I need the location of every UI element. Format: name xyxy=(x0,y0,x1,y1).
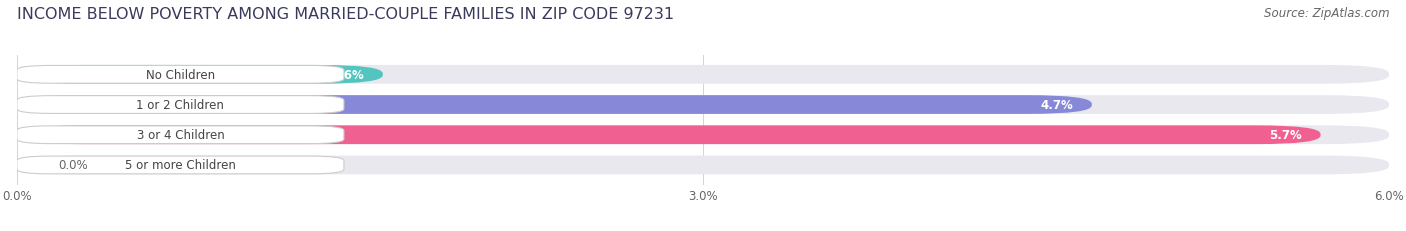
Text: 0.0%: 0.0% xyxy=(58,159,87,172)
Text: 5.7%: 5.7% xyxy=(1270,129,1302,142)
Text: 1.6%: 1.6% xyxy=(332,69,364,82)
FancyBboxPatch shape xyxy=(17,96,344,114)
FancyBboxPatch shape xyxy=(17,156,344,174)
FancyBboxPatch shape xyxy=(17,126,1320,144)
FancyBboxPatch shape xyxy=(17,96,1389,114)
FancyBboxPatch shape xyxy=(17,156,1389,175)
FancyBboxPatch shape xyxy=(17,126,1389,144)
FancyBboxPatch shape xyxy=(17,66,1389,84)
Text: Source: ZipAtlas.com: Source: ZipAtlas.com xyxy=(1264,7,1389,20)
Text: No Children: No Children xyxy=(146,69,215,82)
Text: 5 or more Children: 5 or more Children xyxy=(125,159,236,172)
FancyBboxPatch shape xyxy=(17,126,344,144)
FancyBboxPatch shape xyxy=(17,96,1092,114)
Text: 3 or 4 Children: 3 or 4 Children xyxy=(136,129,225,142)
Text: INCOME BELOW POVERTY AMONG MARRIED-COUPLE FAMILIES IN ZIP CODE 97231: INCOME BELOW POVERTY AMONG MARRIED-COUPL… xyxy=(17,7,673,22)
FancyBboxPatch shape xyxy=(17,66,382,84)
Text: 4.7%: 4.7% xyxy=(1040,99,1074,112)
Text: 1 or 2 Children: 1 or 2 Children xyxy=(136,99,225,112)
FancyBboxPatch shape xyxy=(17,66,344,84)
